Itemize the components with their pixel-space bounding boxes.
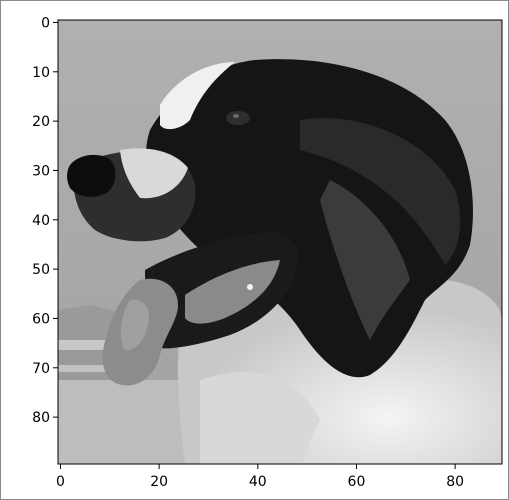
ear-highlight xyxy=(320,180,410,340)
y-tick-label: 0 xyxy=(41,15,50,31)
y-tick-label: 40 xyxy=(32,213,50,229)
chest-shadow xyxy=(200,372,320,464)
teeth-lip xyxy=(185,260,280,324)
y-tick-label: 20 xyxy=(32,114,50,130)
y-axis: 0 10 20 30 40 50 60 70 80 xyxy=(32,15,58,426)
nose xyxy=(67,154,116,197)
image-area xyxy=(58,20,502,464)
ear-shading xyxy=(300,118,461,265)
tongue-highlight xyxy=(120,299,150,351)
x-tick-label: 0 xyxy=(56,474,65,490)
x-axis: 0 20 40 60 80 xyxy=(56,464,464,490)
muzzle-white xyxy=(120,148,188,199)
x-tick-label: 20 xyxy=(150,474,168,490)
x-tick-label: 40 xyxy=(249,474,267,490)
x-tick-label: 60 xyxy=(348,474,366,490)
eye xyxy=(226,111,250,125)
y-tick-label: 50 xyxy=(32,262,50,278)
lower-left-field xyxy=(58,380,200,464)
x-tick-label: 80 xyxy=(446,474,464,490)
eye-glint xyxy=(233,114,239,118)
y-tick-label: 80 xyxy=(32,410,50,426)
forehead-blaze xyxy=(160,62,235,130)
y-tick-label: 30 xyxy=(32,163,50,179)
y-tick-label: 60 xyxy=(32,311,50,327)
y-tick-label: 70 xyxy=(32,361,50,377)
y-tick-label: 10 xyxy=(32,65,50,81)
tooth-highlight xyxy=(247,284,253,290)
axes-frame xyxy=(57,19,503,465)
